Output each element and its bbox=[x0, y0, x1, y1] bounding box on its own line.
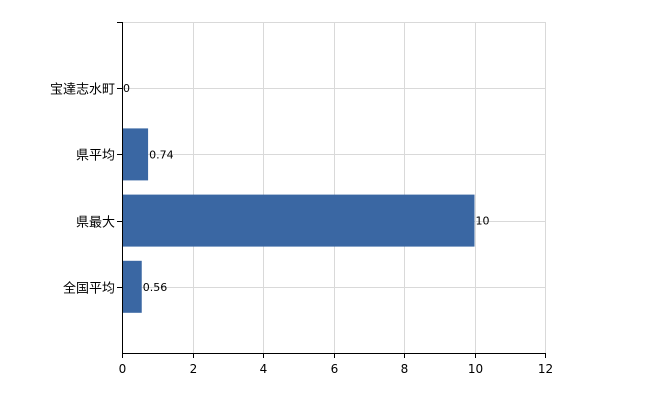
x-tick-label-0: 0 bbox=[119, 362, 127, 376]
data-label-0: 0 bbox=[123, 82, 130, 95]
axes bbox=[117, 22, 546, 358]
x-tick-label-8: 8 bbox=[401, 362, 409, 376]
bar-1 bbox=[122, 128, 149, 181]
y-tick-label-2: 県最大 bbox=[76, 216, 115, 231]
x-tick-label-10: 10 bbox=[468, 362, 483, 376]
bar-2 bbox=[122, 194, 475, 247]
data-label-2: 10 bbox=[476, 215, 490, 228]
x-tick-label-6: 6 bbox=[331, 362, 339, 376]
data-label-1: 0.74 bbox=[149, 148, 174, 161]
x-tick-label-2: 2 bbox=[190, 362, 198, 376]
y-tick-label-1: 県平均 bbox=[76, 149, 115, 164]
bar-3 bbox=[122, 260, 142, 313]
x-tick-label-12: 12 bbox=[538, 362, 553, 376]
y-tick-label-3: 全国平均 bbox=[63, 281, 115, 297]
y-tick-label-0: 宝達志水町 bbox=[50, 83, 115, 98]
grid-lines bbox=[122, 22, 546, 353]
bars bbox=[122, 128, 475, 313]
x-tick-label-4: 4 bbox=[260, 362, 268, 376]
data-label-3: 0.56 bbox=[143, 281, 168, 294]
